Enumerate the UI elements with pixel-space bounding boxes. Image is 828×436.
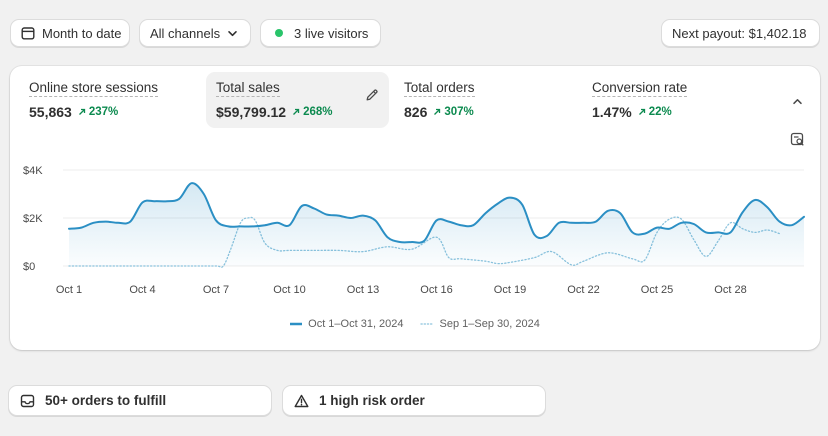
metric-label: Online store sessions [29, 80, 159, 97]
sales-line-chart: $0 $2K $4K Oct 1 Oct 4 Oct 7 Oct 10 Oct 13 Oct 1… [23, 165, 805, 296]
x-tick-label: Oct 13 [347, 284, 379, 296]
legend-label-current: Oct 1–Oct 31, 2024 [308, 318, 404, 330]
y-tick-label: $2K [23, 213, 43, 225]
x-tick-label: Oct 16 [420, 284, 452, 296]
metric-sessions[interactable]: Online store sessions 55,863 237% [19, 72, 207, 128]
inbox-icon [20, 394, 35, 407]
chevron-up-icon[interactable] [788, 92, 806, 110]
trend-up-icon [78, 108, 85, 115]
next-payout-button[interactable]: Next payout: $1,402.18 [661, 19, 820, 47]
metric-change: 22% [638, 106, 672, 118]
calendar-icon [21, 27, 35, 40]
x-tick-label: Oct 28 [714, 284, 746, 296]
warning-icon [294, 394, 309, 407]
current-series-area [69, 183, 804, 266]
legend-solid-swatch [290, 322, 303, 326]
legend-label-comparison: Sep 1–Sep 30, 2024 [439, 318, 540, 330]
y-tick-label: $0 [23, 261, 35, 273]
x-tick-label: Oct 7 [203, 284, 229, 296]
next-payout-label: Next payout: $1,402.18 [672, 25, 807, 41]
high-risk-order-button[interactable]: 1 high risk order [282, 385, 546, 416]
orders-to-fulfill-label: 50+ orders to fulfill [45, 393, 167, 408]
x-tick-label: Oct 22 [567, 284, 599, 296]
x-tick-label: Oct 19 [494, 284, 526, 296]
metric-change: 307% [433, 106, 474, 118]
x-tick-label: Oct 10 [273, 284, 305, 296]
x-tick-label: Oct 4 [129, 284, 155, 296]
metric-value: $59,799.12 [216, 104, 287, 120]
trend-up-icon [638, 108, 645, 115]
current-series-line [68, 182, 805, 244]
channels-dropdown[interactable]: All channels [139, 19, 251, 47]
metric-value: 826 [404, 104, 428, 120]
orders-to-fulfill-button[interactable]: 50+ orders to fulfill [8, 385, 272, 416]
metric-label: Total sales [216, 80, 280, 97]
metric-total-orders[interactable]: Total orders 826 307% [394, 72, 577, 128]
report-search-icon[interactable] [788, 130, 806, 148]
metric-value: 55,863 [29, 104, 72, 120]
x-tick-label: Oct 25 [641, 284, 673, 296]
pencil-icon[interactable] [365, 88, 379, 102]
chevron-down-icon [228, 30, 237, 36]
metric-conversion-rate[interactable]: Conversion rate 1.47% 22% [582, 72, 765, 128]
x-tick-label: Oct 1 [56, 284, 82, 296]
metric-change: 268% [292, 106, 333, 118]
metric-value: 1.47% [592, 104, 632, 120]
date-range-label: Month to date [42, 25, 122, 41]
analytics-card: Online store sessions 55,863 237% Total … [10, 66, 820, 350]
legend-item-comparison: Sep 1–Sep 30, 2024 [419, 318, 540, 330]
legend-item-current: Oct 1–Oct 31, 2024 [290, 318, 404, 330]
metric-total-sales[interactable]: Total sales $59,799.12 268% [206, 72, 389, 128]
metric-label: Total orders [404, 80, 475, 97]
metric-change: 237% [78, 106, 118, 118]
high-risk-order-label: 1 high risk order [319, 393, 425, 408]
trend-up-icon [293, 108, 300, 115]
trend-up-icon [434, 108, 441, 115]
live-indicator-icon [275, 29, 283, 37]
live-visitors-button[interactable]: 3 live visitors [260, 19, 381, 47]
chart-legend: Oct 1–Oct 31, 2024 Sep 1–Sep 30, 2024 [10, 318, 820, 330]
y-tick-label: $4K [23, 165, 43, 177]
live-visitors-label: 3 live visitors [294, 25, 369, 41]
legend-dotted-swatch [419, 323, 434, 325]
date-range-button[interactable]: Month to date [10, 19, 130, 47]
channels-label: All channels [150, 25, 221, 41]
metric-label: Conversion rate [592, 80, 688, 97]
